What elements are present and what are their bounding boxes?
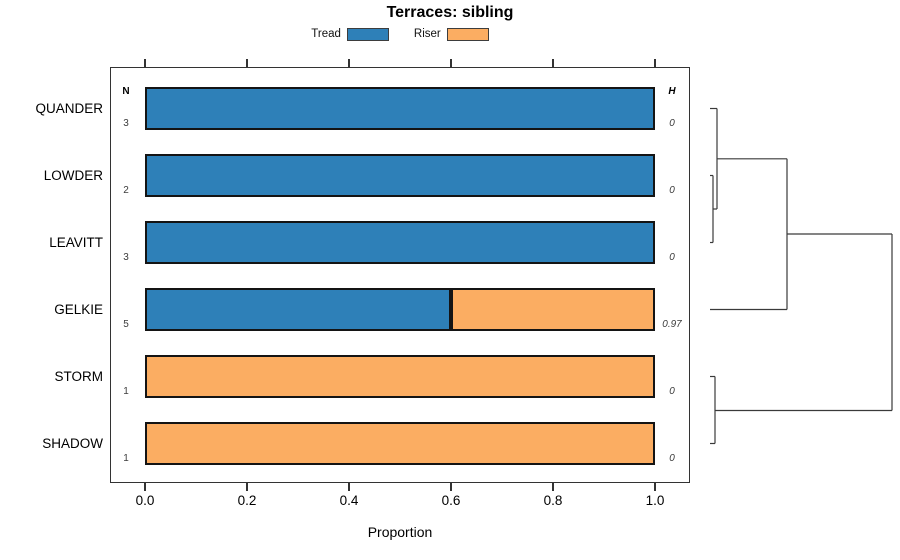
x-tick-label: 0.4 <box>339 493 359 508</box>
x-tick-top <box>450 59 452 67</box>
h-value: 0 <box>669 453 675 464</box>
n-value: 1 <box>123 386 129 397</box>
bar-segment-riser <box>145 422 655 465</box>
h-column-header: H <box>668 86 676 97</box>
x-tick-label: 1.0 <box>645 493 665 508</box>
legend: Tread Riser <box>0 26 800 42</box>
x-tick-top <box>348 59 350 67</box>
x-tick-label: 0.2 <box>237 493 257 508</box>
row-label: LEAVITT <box>49 234 103 250</box>
n-value: 1 <box>123 453 129 464</box>
h-value: 0 <box>669 185 675 196</box>
bar-segment-tread <box>145 87 655 130</box>
x-tick-bottom <box>552 483 554 491</box>
x-tick-bottom <box>144 483 146 491</box>
n-column-header: N <box>122 86 130 97</box>
bar-segment-riser <box>145 355 655 398</box>
h-value: 0 <box>669 252 675 263</box>
legend-item-riser: Riser <box>413 27 489 41</box>
legend-label-riser: Riser <box>413 28 441 40</box>
legend-swatch-riser-icon <box>446 27 489 41</box>
legend-item-tread: Tread <box>311 27 389 41</box>
row-label: SHADOW <box>42 435 103 451</box>
n-value: 3 <box>123 252 129 263</box>
x-tick-label: 0.0 <box>135 493 155 508</box>
x-tick-top <box>552 59 554 67</box>
row-label: LOWDER <box>43 167 103 183</box>
x-tick-top <box>246 59 248 67</box>
x-axis-title: Proportion <box>367 524 433 540</box>
x-tick-label: 0.8 <box>543 493 563 508</box>
x-tick-bottom <box>450 483 452 491</box>
n-value: 3 <box>123 118 129 129</box>
bar-segment-tread <box>145 288 451 331</box>
x-tick-bottom <box>348 483 350 491</box>
h-value: 0 <box>669 386 675 397</box>
bar-segment-tread <box>145 154 655 197</box>
bar-segment-tread <box>145 221 655 264</box>
x-tick-bottom <box>654 483 656 491</box>
x-tick-label: 0.6 <box>441 493 461 508</box>
bar-segment-riser <box>451 288 655 331</box>
n-value: 5 <box>123 319 129 330</box>
row-label: GELKIE <box>54 301 103 317</box>
legend-label-tread: Tread <box>311 28 341 40</box>
row-label: STORM <box>54 368 103 384</box>
chart-title: Terraces: sibling <box>386 4 514 21</box>
row-label: QUANDER <box>35 100 103 116</box>
h-value: 0.97 <box>662 319 682 330</box>
x-tick-bottom <box>246 483 248 491</box>
n-value: 2 <box>123 185 129 196</box>
h-value: 0 <box>669 118 675 129</box>
legend-swatch-tread-icon <box>346 27 389 41</box>
x-tick-top <box>654 59 656 67</box>
x-tick-top <box>144 59 146 67</box>
plot-area-border <box>110 67 690 483</box>
